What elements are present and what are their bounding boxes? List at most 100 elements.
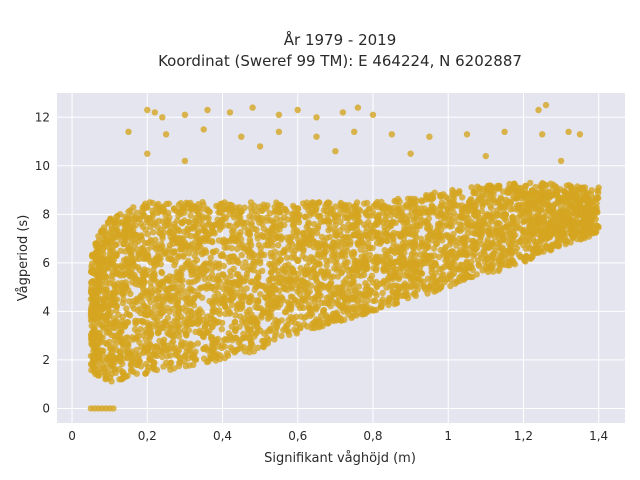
data-point (247, 204, 254, 211)
x-tick-label: 1,4 (589, 429, 608, 443)
data-point (430, 245, 438, 252)
data-point (181, 111, 189, 119)
data-point (394, 258, 401, 265)
data-point (238, 285, 245, 293)
data-point (308, 227, 315, 235)
data-point (247, 199, 255, 206)
data-point (288, 216, 296, 223)
data-point (333, 232, 340, 239)
data-point (113, 296, 121, 303)
data-point (181, 353, 189, 360)
data-point (531, 230, 538, 237)
data-point (108, 301, 115, 308)
data-point (472, 207, 479, 215)
data-point (275, 128, 283, 135)
data-point (269, 291, 276, 298)
data-point (126, 350, 134, 357)
data-point (140, 210, 147, 218)
data-point (187, 232, 195, 240)
data-point (448, 191, 456, 198)
data-point (222, 335, 229, 343)
data-point (366, 205, 373, 212)
data-point (465, 203, 472, 211)
data-point (237, 342, 244, 350)
data-point (257, 291, 264, 298)
data-point (362, 292, 369, 299)
data-point (407, 150, 414, 157)
data-point (117, 232, 124, 239)
data-point (367, 222, 374, 229)
data-point (554, 216, 562, 224)
data-point (112, 241, 119, 249)
data-point (457, 261, 464, 269)
data-point (495, 197, 502, 205)
data-point (106, 251, 114, 258)
data-point (175, 252, 183, 260)
data-point (248, 330, 255, 337)
data-point (218, 326, 225, 333)
data-point (350, 305, 357, 313)
data-point (267, 237, 274, 244)
data-point (195, 308, 202, 315)
data-point (537, 247, 545, 254)
data-point (125, 128, 132, 135)
data-point (316, 317, 323, 324)
data-point (258, 231, 265, 239)
data-point (404, 291, 411, 299)
data-point (323, 262, 330, 269)
data-point (289, 293, 296, 301)
data-point (142, 369, 150, 377)
data-point (267, 275, 275, 282)
data-point (160, 363, 167, 370)
data-point (395, 285, 402, 292)
data-point (237, 209, 244, 216)
data-point (504, 185, 512, 193)
data-point (276, 287, 283, 294)
data-point (344, 227, 351, 234)
data-point (341, 240, 348, 247)
data-point (364, 285, 371, 292)
data-point (449, 248, 457, 255)
data-point (502, 196, 510, 203)
data-point (469, 229, 476, 236)
data-point (410, 269, 417, 276)
data-point (477, 236, 484, 243)
data-point (509, 215, 517, 222)
data-point (225, 330, 232, 337)
data-point (215, 264, 223, 272)
data-point (129, 257, 136, 264)
data-point (270, 321, 277, 328)
data-point (433, 279, 440, 287)
data-point (119, 299, 127, 307)
data-point (208, 334, 216, 341)
data-point (275, 242, 282, 249)
data-point (379, 289, 386, 297)
data-point (125, 287, 132, 294)
data-point (411, 289, 419, 297)
data-point (366, 231, 373, 238)
data-point (226, 297, 233, 304)
data-point (562, 193, 569, 201)
data-point (483, 266, 490, 273)
data-point (192, 348, 199, 355)
data-point (542, 195, 549, 202)
data-point (237, 294, 244, 301)
data-point (175, 333, 183, 340)
data-point (137, 325, 144, 333)
data-point (245, 229, 253, 236)
data-point (156, 325, 164, 332)
data-point (186, 307, 193, 314)
data-point (297, 265, 304, 272)
data-point (293, 275, 300, 282)
data-point (530, 220, 537, 227)
data-point (344, 234, 351, 241)
data-point (326, 233, 334, 241)
data-point (177, 313, 184, 320)
data-point (517, 184, 524, 192)
data-point (187, 212, 194, 219)
data-point (347, 238, 354, 246)
data-point (227, 344, 235, 351)
data-point (134, 264, 142, 271)
data-point (363, 303, 371, 310)
data-point (221, 343, 228, 350)
